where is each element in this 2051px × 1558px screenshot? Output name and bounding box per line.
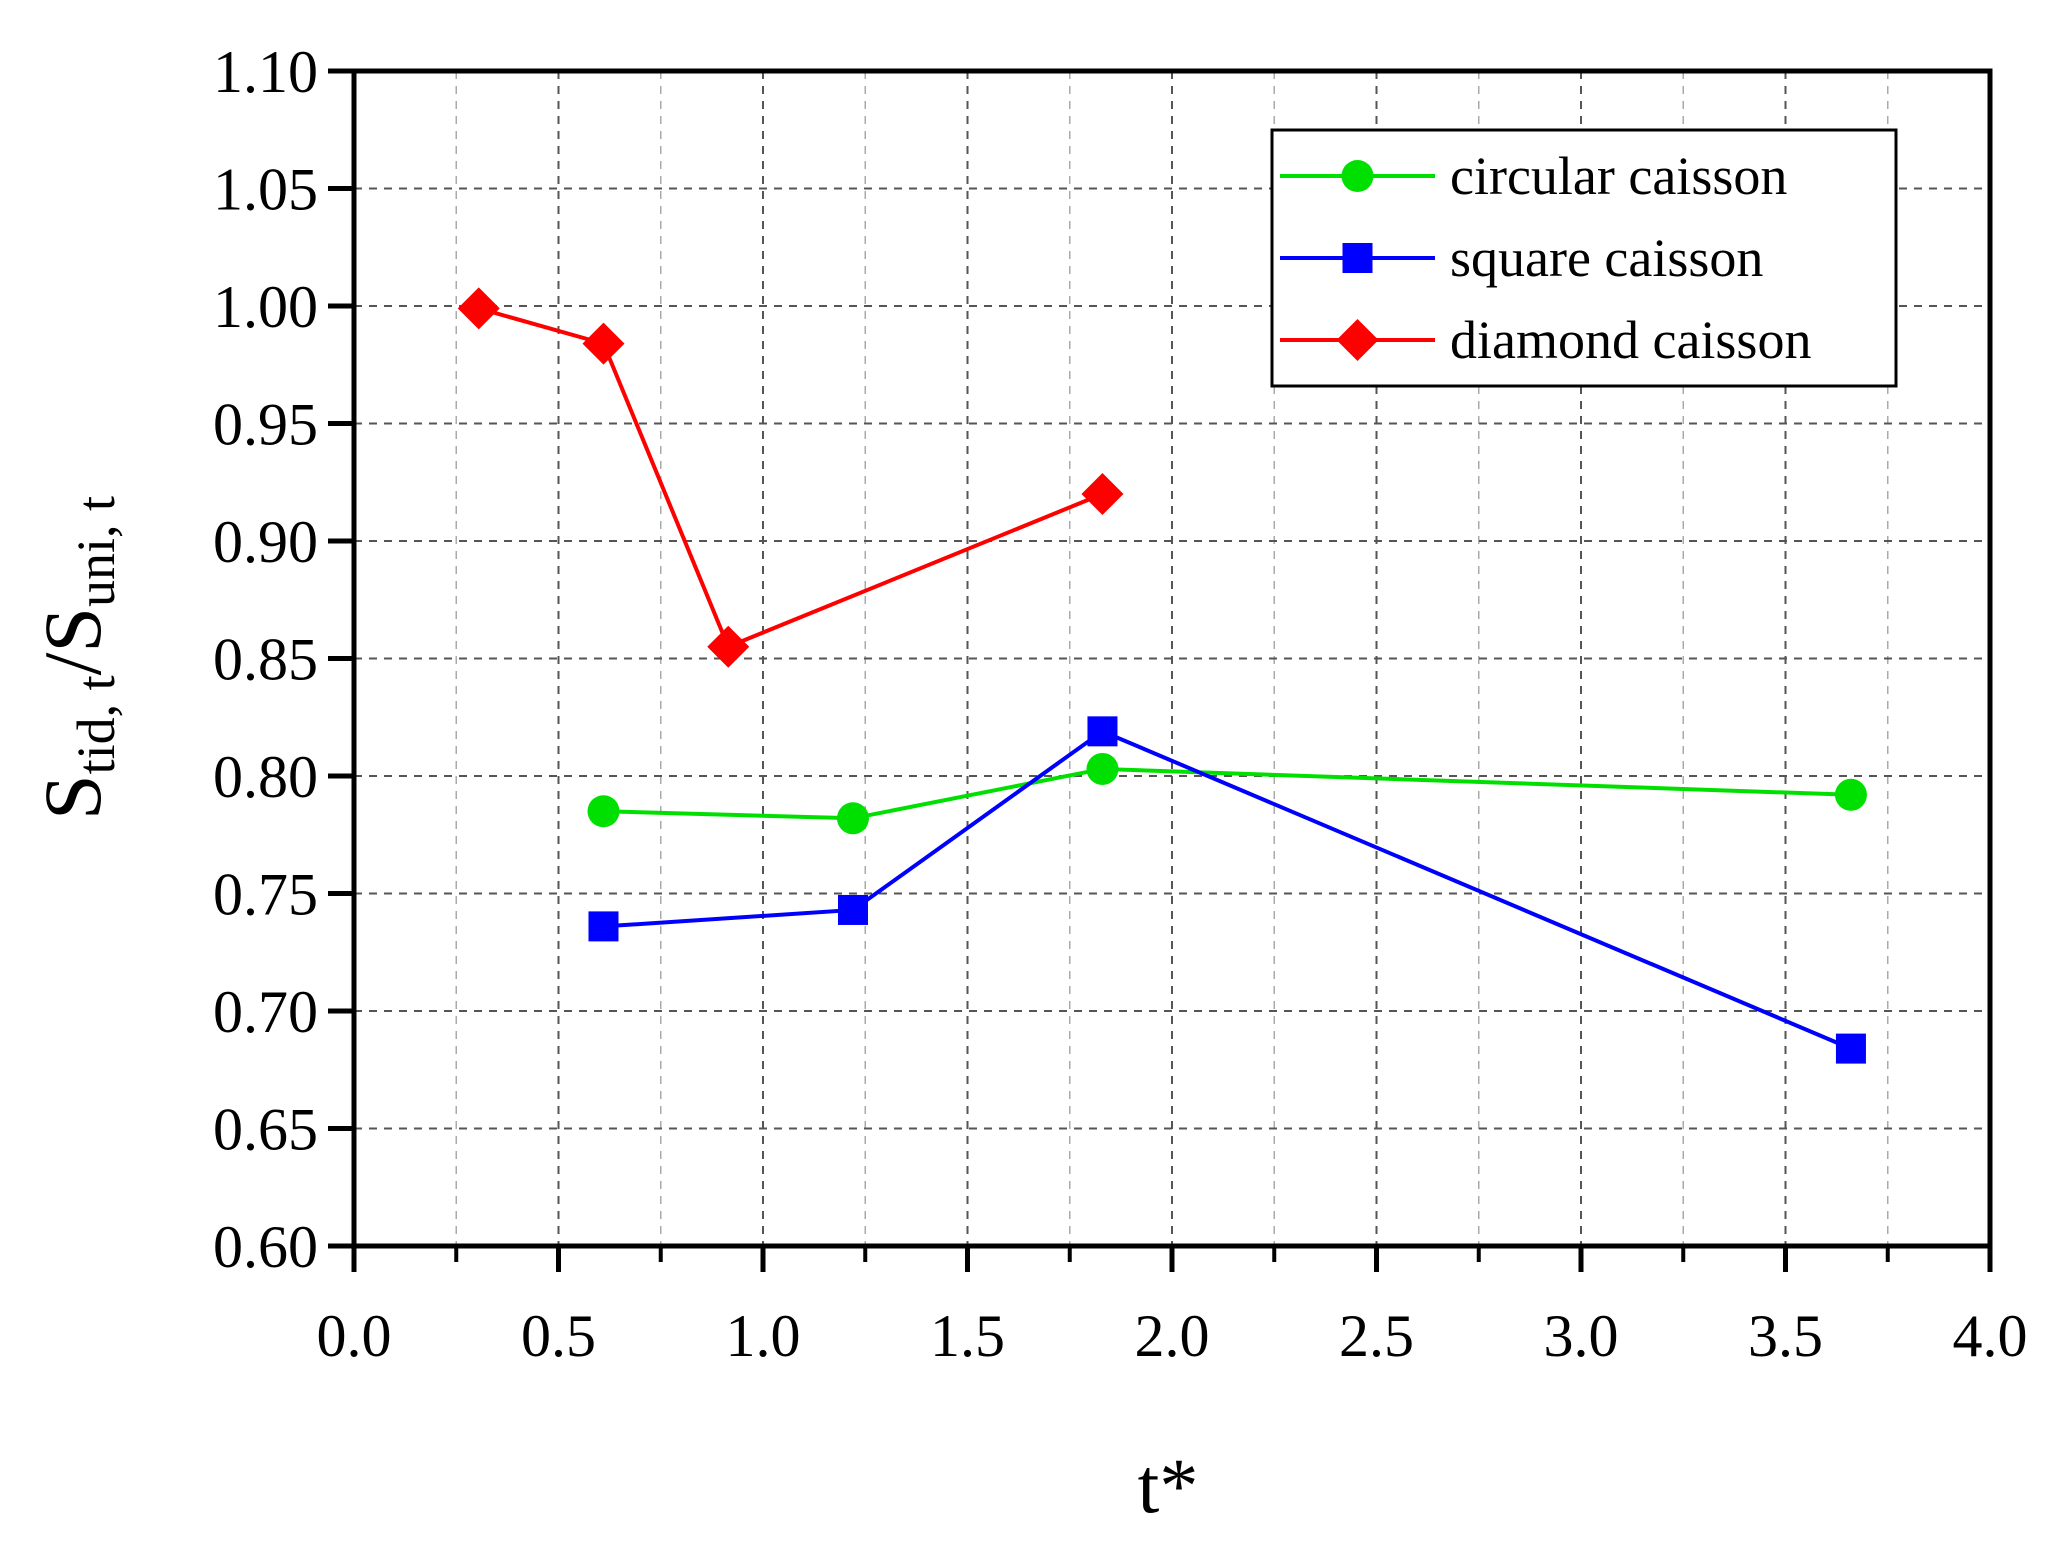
series-layer	[457, 287, 1867, 1064]
series-diamond-caisson	[457, 287, 1124, 668]
y-axis-title-main2: S	[27, 607, 118, 653]
x-tick-label: 1.0	[726, 1303, 801, 1369]
legend-marker-square-caisson	[1342, 243, 1373, 273]
data-point-diamond-caisson	[457, 287, 500, 330]
data-point-circular-caisson	[587, 795, 620, 828]
series-line-circular-caisson	[603, 766, 1852, 821]
y-axis-title-main1: S	[27, 774, 118, 820]
data-point-square-caisson	[837, 894, 868, 925]
legend-item-circular-caisson: circular caisson	[1280, 146, 1787, 206]
series-circular-caisson	[587, 752, 1867, 835]
legend-marker-circular-caisson	[1341, 160, 1374, 192]
y-tick-label: 0.90	[213, 509, 318, 575]
axis-ticks: 0.0 0.5 1.0 1.5 2.0 2.5 3.0 3.5 4.0 0.60 0.65 0.70 0…	[213, 39, 2028, 1369]
data-point-square-caisson	[1087, 716, 1118, 747]
y-axis-title-slash: /	[27, 652, 118, 675]
data-point-circular-caisson	[1086, 752, 1119, 785]
y-tick-label: 1.10	[213, 39, 318, 105]
x-tick-label: 0.5	[521, 1303, 596, 1369]
y-axis-title: Stid, t/Suni, t	[27, 496, 126, 820]
x-tick-label: 3.5	[1748, 1303, 1823, 1369]
legend-item-square-caisson: square caisson	[1280, 228, 1763, 288]
data-point-diamond-caisson	[1081, 473, 1124, 515]
x-tick-label: 3.0	[1544, 1303, 1619, 1369]
y-tick-label: 0.85	[213, 627, 318, 693]
data-point-circular-caisson	[836, 802, 869, 835]
legend: circular caisson square caisson diamond ca…	[1270, 128, 1898, 388]
x-tick-label: 2.5	[1339, 1303, 1414, 1369]
legend-label: square caisson	[1450, 228, 1763, 288]
series-square-caisson	[588, 716, 1866, 1064]
data-point-circular-caisson	[1834, 778, 1867, 811]
legend-item-diamond-caisson: diamond caisson	[1280, 310, 1811, 370]
x-tick-label: 1.5	[930, 1303, 1005, 1369]
legend-label: circular caisson	[1450, 146, 1787, 206]
series-line-square-caisson	[603, 729, 1852, 1051]
data-point-square-caisson	[588, 911, 619, 942]
y-tick-label: 0.75	[213, 862, 318, 928]
y-tick-label: 0.95	[213, 392, 318, 458]
y-tick-label: 0.80	[213, 744, 318, 810]
y-axis-title-sub1: tid, t	[66, 675, 126, 774]
data-point-diamond-caisson	[582, 322, 625, 365]
y-axis-title-sub2: uni, t	[66, 496, 126, 607]
x-tick-label: 0.0	[317, 1303, 392, 1369]
legend-marker-diamond-caisson	[1336, 319, 1379, 361]
y-tick-label: 1.05	[213, 157, 318, 223]
data-point-diamond-caisson	[707, 625, 750, 668]
x-tick-label: 4.0	[1953, 1303, 2028, 1369]
x-axis-title: t*	[1138, 1442, 1199, 1529]
legend-label: diamond caisson	[1450, 310, 1811, 370]
data-point-square-caisson	[1835, 1033, 1866, 1064]
y-tick-label: 0.65	[213, 1097, 318, 1163]
x-tick-label: 2.0	[1135, 1303, 1210, 1369]
y-tick-label: 0.70	[213, 979, 318, 1045]
y-tick-label: 0.60	[213, 1214, 318, 1280]
legend-entries: circular caisson square caisson diamond ca…	[1280, 146, 1811, 370]
series-line-diamond-caisson	[478, 306, 1104, 650]
y-tick-label: 1.00	[213, 274, 318, 340]
